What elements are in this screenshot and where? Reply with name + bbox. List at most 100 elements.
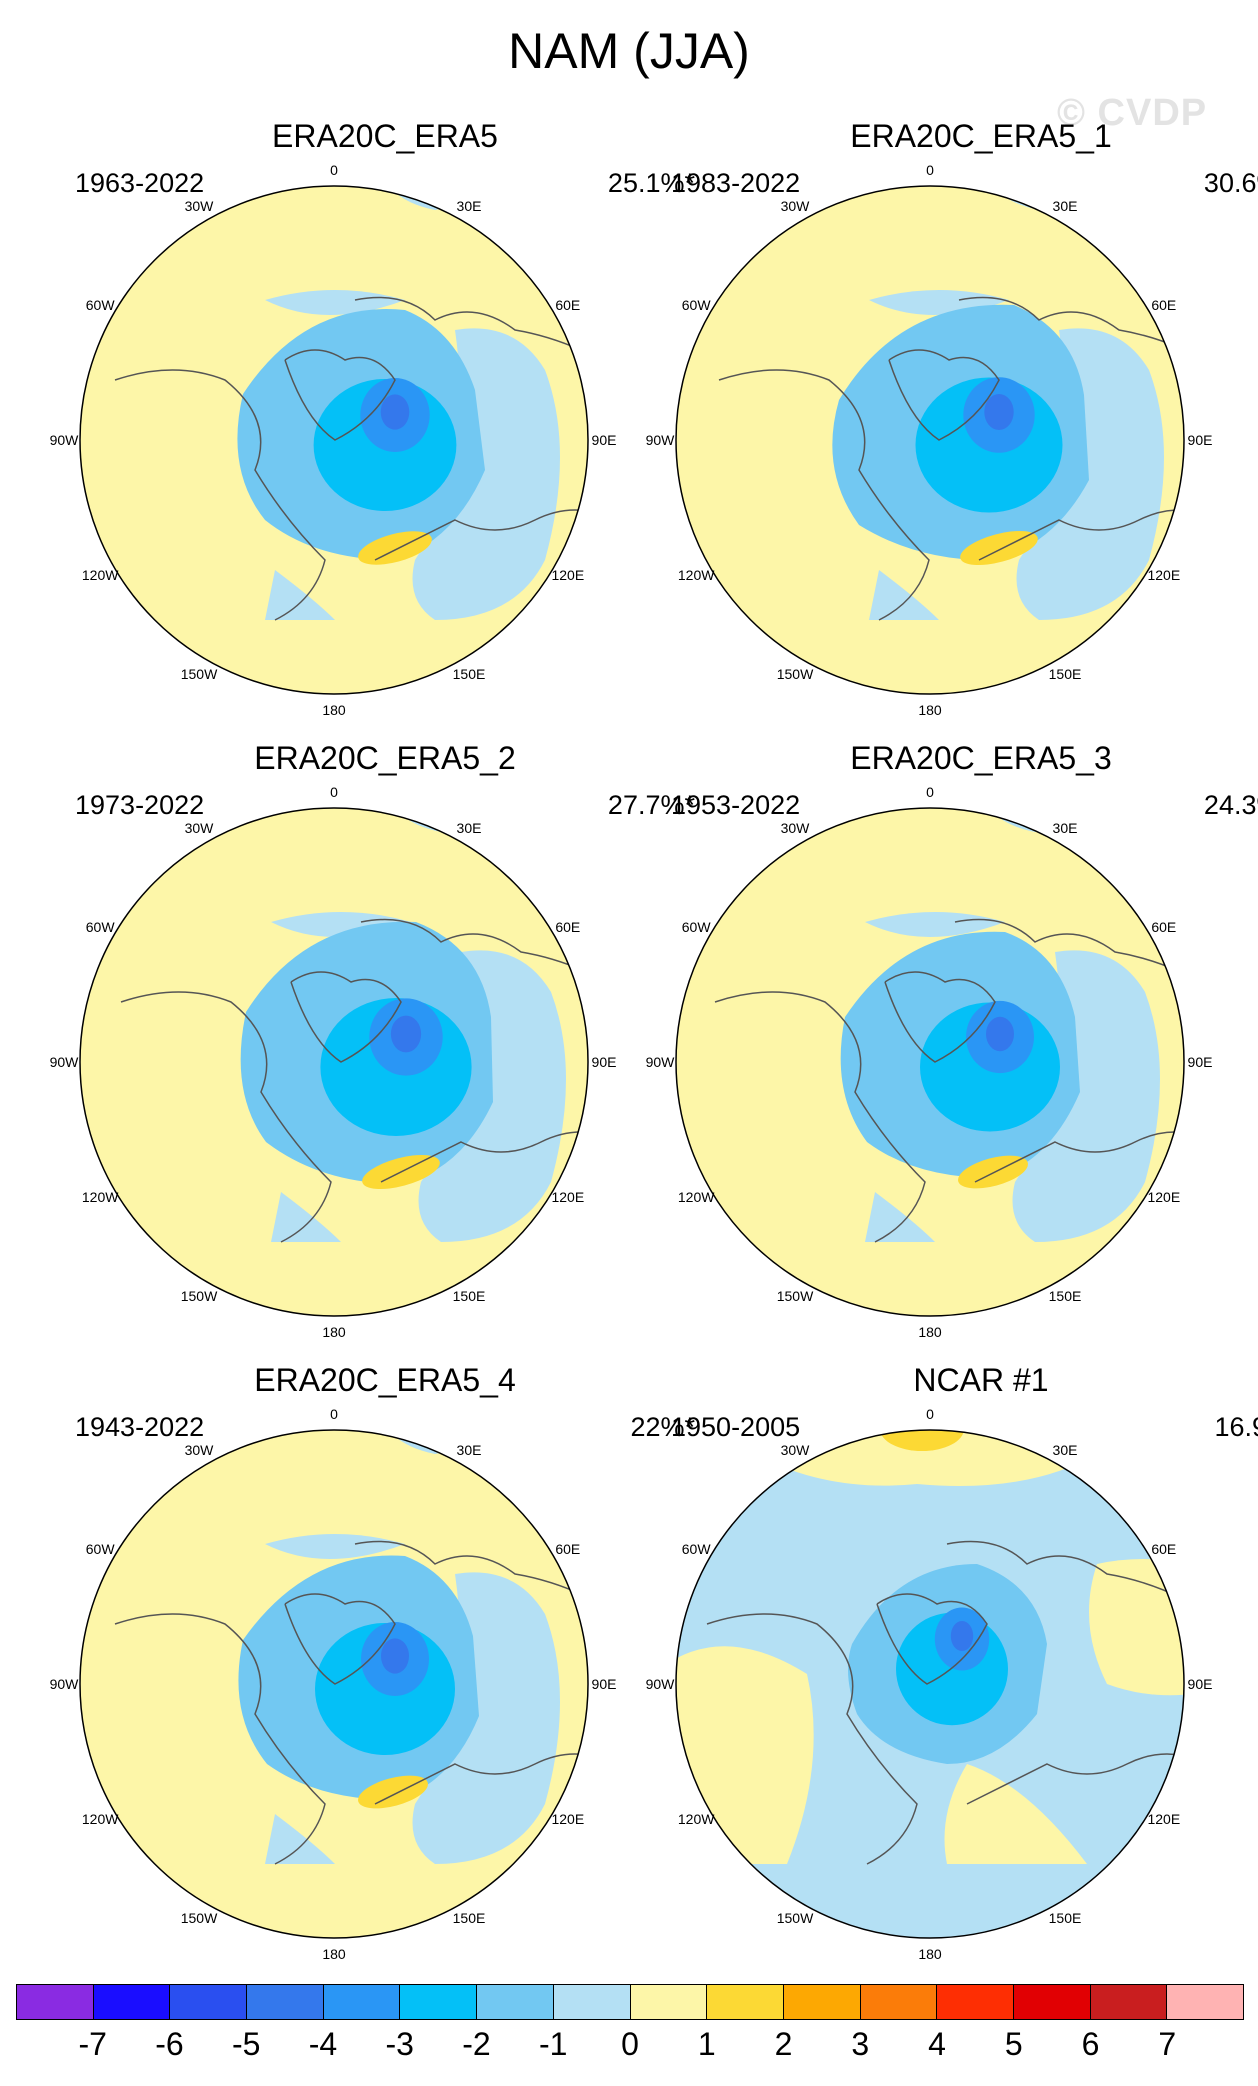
longitude-label: 120W — [81, 1811, 119, 1827]
longitude-label: 30W — [780, 1442, 810, 1459]
longitude-label: 30W — [780, 820, 810, 837]
positive-anomaly — [358, 1775, 428, 1809]
colorbar-tick-label: -2 — [462, 2026, 491, 2062]
colorbar-tick-label: 2 — [774, 2026, 793, 2062]
anomaly-region — [265, 570, 335, 620]
longitude-label: 120E — [551, 567, 585, 583]
panel-title: ERA20C_ERA5_4 — [254, 1362, 516, 1398]
longitude-label: 180 — [322, 1946, 346, 1962]
colorbar-swatch — [1167, 1984, 1244, 2020]
longitude-label: 60E — [1151, 919, 1177, 935]
polar-map — [79, 185, 589, 695]
coastline — [876, 1593, 988, 1685]
coastline — [966, 1753, 1184, 1805]
map-panel: ERA20C_ERA5_3 1953-2022 24.3%* 180 150E 120E 9… — [646, 740, 1258, 1360]
coastline — [714, 991, 926, 1243]
coastline — [888, 349, 1000, 441]
anomaly-region — [1089, 1559, 1184, 1696]
panel-variance-pct: 25.1%* — [607, 168, 695, 198]
longitude-label: 30W — [780, 198, 810, 215]
cvdp-watermark: © CVDP — [1057, 92, 1208, 134]
anomaly-region — [676, 1646, 814, 1864]
polar-map — [79, 807, 589, 1317]
colorbar-tick-label: -3 — [385, 2026, 414, 2062]
longitude-label: 30W — [184, 820, 214, 837]
longitude-label: 150W — [180, 665, 218, 682]
positive-anomaly — [880, 1430, 964, 1451]
longitude-label: 0 — [926, 784, 934, 800]
longitude-label: 60E — [555, 1541, 581, 1557]
map-boundary — [79, 185, 589, 695]
colorbar — [16, 1984, 1244, 2020]
positive-anomaly — [358, 531, 432, 565]
colorbar-tick-label: -4 — [308, 2026, 338, 2062]
coastline — [884, 971, 996, 1063]
anomaly-region — [265, 1534, 405, 1559]
longitude-label: 150W — [776, 1909, 814, 1926]
longitude-label: 90E — [591, 1054, 617, 1070]
polar-map — [675, 1429, 1185, 1939]
colorbar-swatch — [1013, 1984, 1091, 2020]
colorbar-tick-label: 6 — [1081, 2026, 1100, 2062]
longitude-label: 0 — [330, 1406, 338, 1422]
anomaly-region — [265, 1814, 335, 1864]
panel-years: 1953-2022 — [671, 790, 801, 820]
longitude-label: 120E — [551, 1811, 585, 1827]
longitude-label: 120W — [677, 1189, 715, 1205]
longitude-label: 120E — [551, 1189, 585, 1205]
map-panel: NCAR #1 1950-2005 16.9% 180 150E 120E 90E 60E 30… — [646, 1362, 1258, 1982]
panel-years: 1973-2022 — [75, 790, 205, 820]
anomaly-region — [865, 912, 1005, 937]
coastline — [120, 991, 332, 1243]
panel-variance-pct: 22%* — [630, 1412, 695, 1442]
colorbar-swatch — [400, 1984, 478, 2020]
longitude-label: 30E — [456, 198, 482, 215]
coastline — [374, 509, 588, 561]
anomaly-contour — [950, 1621, 974, 1651]
longitude-label: 120W — [81, 1189, 119, 1205]
map-panel: ERA20C_ERA5_4 1943-2022 22%* 180 150E 120E 90E… — [50, 1362, 695, 1982]
colorbar-tick-label: 7 — [1158, 2026, 1177, 2062]
polar-map — [675, 807, 1185, 1317]
figure-title: NAM (JJA) — [508, 23, 750, 79]
longitude-label: 120E — [1147, 1189, 1181, 1205]
longitude-label: 60E — [1151, 297, 1177, 313]
longitude-label: 150E — [452, 1287, 486, 1304]
colorbar-tick-label: -7 — [78, 2026, 107, 2062]
polar-map — [675, 185, 1185, 695]
anomaly-contour — [390, 1015, 422, 1053]
longitude-label: 90W — [645, 1676, 675, 1692]
longitude-label: 180 — [918, 1324, 942, 1340]
colorbar-swatch — [707, 1984, 784, 2020]
longitude-label: 90W — [49, 1054, 79, 1070]
map-boundary — [79, 807, 589, 1317]
longitude-label: 0 — [926, 1406, 934, 1422]
anomaly-region — [265, 290, 405, 315]
longitude-label: 60W — [85, 919, 115, 935]
longitude-label: 30E — [456, 820, 482, 837]
colorbar-tick-label: 5 — [1004, 2026, 1023, 2062]
longitude-label: 150W — [180, 1287, 218, 1304]
longitude-label: 120W — [677, 1811, 715, 1827]
polar-map — [79, 1429, 589, 1939]
longitude-label: 120W — [677, 567, 715, 583]
map-panel: ERA20C_ERA5_1 1983-2022 30.6%* 180 150E 120E 9… — [646, 118, 1258, 738]
panel-title: ERA20C_ERA5_2 — [254, 740, 516, 776]
colorbar-swatch — [630, 1984, 708, 2020]
colorbar-tick-label: 0 — [621, 2026, 639, 2062]
anomaly-contour — [986, 1016, 1014, 1052]
map-panel: ERA20C_ERA5 1963-2022 25.1%* 180 150E 120E 90E… — [50, 118, 695, 738]
coastline — [374, 1753, 588, 1805]
longitude-label: 150W — [776, 1287, 814, 1304]
anomaly-region — [412, 328, 560, 620]
colorbar-swatch — [783, 1984, 861, 2020]
longitude-label: 150E — [1048, 1287, 1082, 1304]
longitude-label: 60E — [555, 919, 581, 935]
colorbar-swatch — [170, 1984, 248, 2020]
colorbar-swatch — [553, 1984, 631, 2020]
coastline — [114, 1613, 326, 1865]
longitude-label: 60E — [555, 297, 581, 313]
colorbar-tick-label: -6 — [155, 2026, 184, 2062]
longitude-label: 30E — [1052, 198, 1078, 215]
panel-title: ERA20C_ERA5_3 — [850, 740, 1112, 776]
